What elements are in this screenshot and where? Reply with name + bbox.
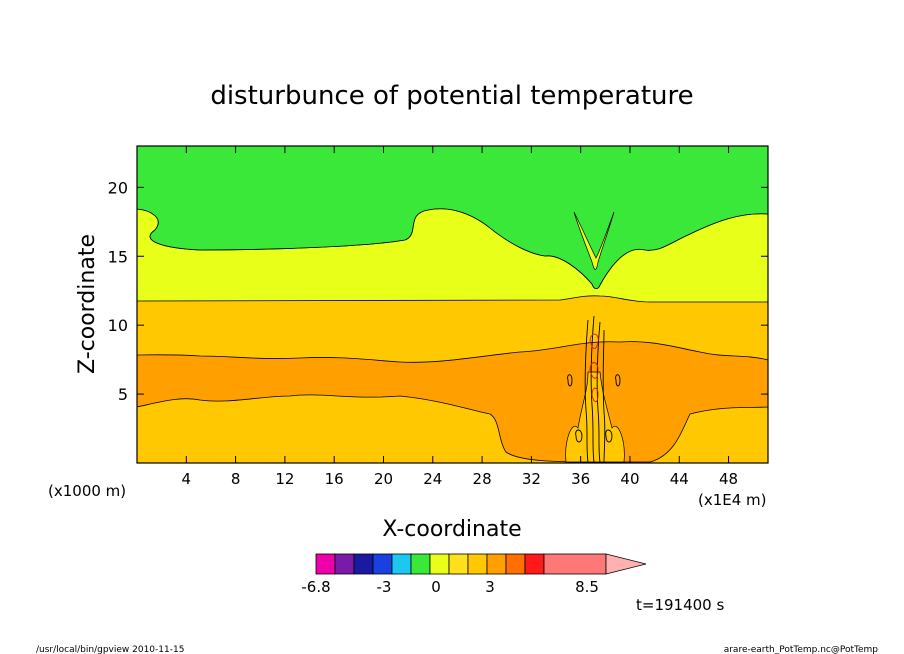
colorbar <box>315 553 647 575</box>
y-tick-label: 10 <box>108 316 128 335</box>
colorbar-segment <box>524 553 545 575</box>
y-axis-label: Z-coordinate <box>75 234 100 374</box>
colorbar-arrow <box>605 553 647 575</box>
colorbar-label: 3 <box>485 578 495 596</box>
footer-left: /usr/local/bin/gpview 2010-11-15 <box>36 645 184 654</box>
colorbar-segment <box>448 553 469 575</box>
x-tick-labels: 4 8 12 16 20 24 28 32 36 40 44 48 <box>182 470 739 488</box>
x-tick-label: 4 <box>182 470 192 488</box>
x-tick-label: 36 <box>571 470 590 488</box>
contour-fill-green <box>136 145 769 290</box>
colorbar-segment <box>486 553 507 575</box>
x-unit-left: (x1000 m) <box>48 482 126 500</box>
colorbar-segment <box>353 553 374 575</box>
chart-title: disturbunce of potential temperature <box>210 81 693 111</box>
contour-plume-yellow <box>573 211 615 270</box>
colorbar-labels: -6.8 -3 0 3 8.5 <box>301 578 599 596</box>
y-tick-label: 20 <box>108 178 128 197</box>
y-tick-labels: 5 10 15 20 <box>108 178 128 404</box>
x-tick-label: 24 <box>423 470 442 488</box>
colorbar-segment <box>543 553 607 575</box>
colorbar-label: -3 <box>377 578 392 596</box>
colorbar-label: -6.8 <box>301 578 330 596</box>
x-tick-label: 48 <box>719 470 738 488</box>
x-tick-marks <box>185 146 730 463</box>
y-tick-label: 15 <box>108 247 128 266</box>
y-tick-marks <box>137 186 768 395</box>
footer-right: arare-earth_PotTemp.nc@PotTemp <box>724 645 879 654</box>
x-tick-label: 32 <box>522 470 541 488</box>
x-unit-right: (x1E4 m) <box>698 491 767 509</box>
colorbar-segment <box>410 553 431 575</box>
colorbar-segment <box>467 553 488 575</box>
colorbar-label: 8.5 <box>575 578 599 596</box>
contour-plume-lower <box>565 371 625 463</box>
x-tick-label: 8 <box>231 470 241 488</box>
colorbar-segment <box>315 553 336 575</box>
x-axis-label: X-coordinate <box>382 517 521 542</box>
colorbar-segment <box>334 553 355 575</box>
x-tick-label: 40 <box>620 470 639 488</box>
colorbar-label: 0 <box>431 578 441 596</box>
colorbar-segment <box>505 553 526 575</box>
y-tick-label: 5 <box>118 385 128 404</box>
x-tick-label: 28 <box>473 470 492 488</box>
time-label: t=191400 s <box>636 596 724 614</box>
colorbar-segment <box>391 553 412 575</box>
plume-core-contours <box>567 315 621 463</box>
colorbar-segment <box>372 553 393 575</box>
x-tick-label: 16 <box>325 470 344 488</box>
x-tick-label: 20 <box>374 470 393 488</box>
x-tick-label: 44 <box>670 470 689 488</box>
colorbar-segment <box>429 553 450 575</box>
plot-frame <box>136 145 769 464</box>
x-tick-label: 12 <box>275 470 294 488</box>
plot-area <box>136 145 769 464</box>
